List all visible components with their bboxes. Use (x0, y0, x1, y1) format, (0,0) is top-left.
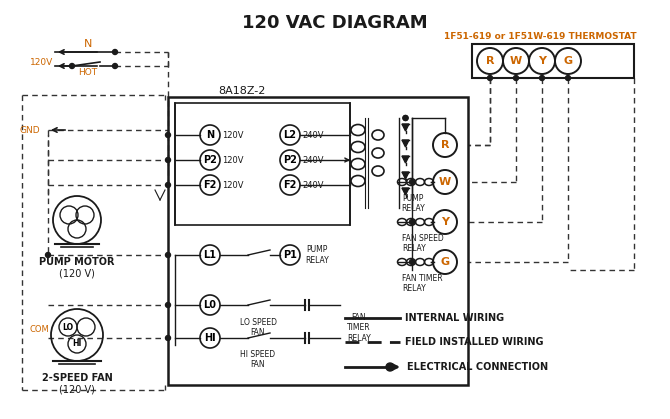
Polygon shape (402, 140, 409, 147)
Circle shape (70, 64, 74, 68)
Text: LO: LO (62, 323, 74, 331)
Circle shape (409, 220, 415, 225)
Text: W: W (510, 56, 522, 66)
Text: 120V: 120V (222, 155, 243, 165)
Circle shape (165, 132, 170, 137)
Text: N: N (206, 130, 214, 140)
Text: FAN
TIMER
RELAY: FAN TIMER RELAY (347, 313, 371, 343)
Text: 2-SPEED FAN: 2-SPEED FAN (42, 373, 113, 383)
Text: 120V: 120V (222, 130, 243, 140)
Text: L2: L2 (283, 130, 297, 140)
Text: Y: Y (441, 217, 449, 227)
Circle shape (165, 303, 170, 308)
Circle shape (165, 158, 170, 163)
Text: HI SPEED
FAN: HI SPEED FAN (241, 350, 275, 370)
Text: HI: HI (72, 339, 82, 349)
Text: FAN SPEED
RELAY: FAN SPEED RELAY (402, 234, 444, 253)
Text: F2: F2 (203, 180, 216, 190)
Text: (120 V): (120 V) (59, 384, 95, 394)
Text: 240V: 240V (302, 181, 324, 189)
Text: W: W (439, 177, 451, 187)
Circle shape (403, 116, 408, 121)
Text: N: N (84, 39, 92, 49)
Text: 1F51-619 or 1F51W-619 THERMOSTAT: 1F51-619 or 1F51W-619 THERMOSTAT (444, 31, 636, 41)
Text: FAN TIMER
RELAY: FAN TIMER RELAY (402, 274, 443, 293)
Text: 8A18Z-2: 8A18Z-2 (218, 86, 265, 96)
Text: 240V: 240V (302, 130, 324, 140)
Text: INTERNAL WIRING: INTERNAL WIRING (405, 313, 504, 323)
Circle shape (565, 75, 570, 80)
Text: L0: L0 (204, 300, 216, 310)
Circle shape (165, 336, 170, 341)
Polygon shape (402, 188, 409, 195)
Text: GND: GND (20, 126, 41, 134)
Text: G: G (440, 257, 450, 267)
Circle shape (113, 49, 117, 54)
Text: ELECTRICAL CONNECTION: ELECTRICAL CONNECTION (407, 362, 548, 372)
Circle shape (488, 75, 492, 80)
Text: (120 V): (120 V) (59, 268, 95, 278)
Text: G: G (563, 56, 573, 66)
Circle shape (165, 183, 170, 187)
Text: F2: F2 (283, 180, 297, 190)
Text: PUMP
RELAY: PUMP RELAY (401, 194, 425, 213)
Text: R: R (441, 140, 450, 150)
Text: 240V: 240V (302, 155, 324, 165)
Text: 120V: 120V (30, 57, 53, 67)
Bar (168, 97, 468, 385)
Text: P2: P2 (203, 155, 217, 165)
Text: COM: COM (29, 326, 49, 334)
Circle shape (539, 75, 545, 80)
Text: L1: L1 (204, 250, 216, 260)
Text: Y: Y (538, 56, 546, 66)
Text: LO SPEED
FAN: LO SPEED FAN (239, 318, 277, 337)
Circle shape (165, 253, 170, 258)
Circle shape (46, 253, 50, 258)
Polygon shape (402, 156, 409, 163)
Circle shape (113, 64, 117, 68)
Polygon shape (402, 172, 409, 179)
Text: 120V: 120V (222, 181, 243, 189)
Text: PUMP MOTOR: PUMP MOTOR (40, 257, 115, 267)
Text: PUMP
RELAY: PUMP RELAY (305, 245, 329, 265)
Text: P1: P1 (283, 250, 297, 260)
Text: P2: P2 (283, 155, 297, 165)
Text: HOT: HOT (78, 67, 98, 77)
Text: FIELD INSTALLED WIRING: FIELD INSTALLED WIRING (405, 337, 543, 347)
Polygon shape (402, 124, 409, 131)
Circle shape (409, 179, 415, 184)
Circle shape (386, 363, 394, 371)
Bar (175, 103, 350, 225)
Circle shape (513, 75, 519, 80)
Text: 120 VAC DIAGRAM: 120 VAC DIAGRAM (242, 14, 428, 32)
Circle shape (409, 259, 415, 264)
Bar (472, 44, 634, 78)
Text: R: R (486, 56, 494, 66)
Text: HI: HI (204, 333, 216, 343)
Circle shape (403, 116, 408, 121)
